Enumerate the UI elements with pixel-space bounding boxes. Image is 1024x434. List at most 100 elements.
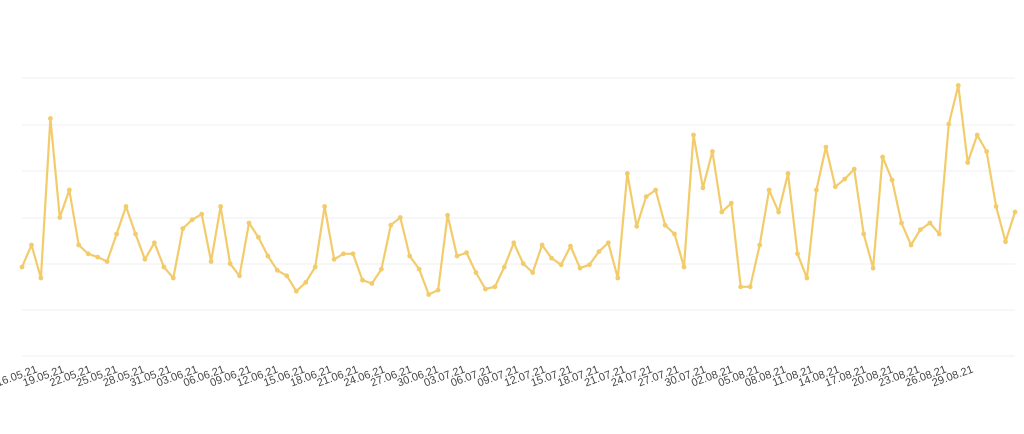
data-point (274, 267, 280, 273)
data-point (710, 149, 715, 154)
data-point (379, 266, 384, 272)
data-point (634, 223, 640, 229)
data-point (170, 275, 176, 281)
data-point (870, 265, 876, 271)
data-point (719, 209, 725, 215)
data-point (889, 177, 895, 183)
data-point (927, 220, 933, 226)
data-point (539, 242, 545, 248)
data-point (473, 270, 479, 275)
data-point (728, 200, 734, 206)
data-point (435, 287, 441, 293)
data-point (511, 240, 517, 246)
data-point (587, 262, 592, 268)
data-point (104, 259, 110, 264)
data-point (341, 251, 346, 257)
chart-series (19, 83, 1018, 297)
data-point (974, 132, 980, 138)
data-point (558, 262, 564, 268)
data-point (19, 264, 25, 270)
data-point (464, 250, 469, 256)
data-point (530, 270, 536, 275)
data-point (407, 253, 413, 259)
data-point (681, 264, 687, 270)
data-point (653, 187, 658, 193)
chart-grid (22, 77, 1015, 357)
data-point (936, 231, 942, 237)
data-point (1012, 209, 1018, 215)
data-point (303, 280, 309, 285)
data-point (880, 154, 885, 160)
data-point (814, 187, 819, 193)
data-point (766, 187, 772, 193)
data-point (577, 265, 583, 271)
data-point (189, 217, 195, 223)
data-point (312, 264, 318, 270)
data-point (454, 253, 460, 259)
data-point (426, 292, 432, 297)
data-point (520, 261, 526, 267)
data-point (842, 176, 848, 182)
data-point (804, 275, 810, 281)
data-point (142, 256, 148, 262)
data-point (851, 166, 857, 172)
data-point (227, 261, 233, 267)
data-point (832, 184, 838, 190)
data-point (501, 264, 507, 270)
data-point (416, 266, 422, 272)
data-point (331, 256, 337, 262)
data-point (643, 194, 649, 200)
data-point (57, 215, 63, 220)
data-point (757, 242, 763, 248)
data-point (199, 211, 205, 217)
data-point (700, 185, 706, 191)
data-point (738, 284, 744, 290)
data-point (265, 253, 271, 259)
data-point (672, 231, 677, 237)
data-point (445, 212, 450, 218)
data-point (293, 288, 299, 294)
data-point (955, 83, 961, 88)
data-point (984, 149, 989, 154)
data-point (397, 215, 403, 220)
data-point (483, 286, 488, 292)
data-point (899, 220, 904, 226)
series-line (20, 84, 1017, 296)
data-point (691, 132, 696, 138)
data-point (208, 259, 214, 264)
data-point (624, 171, 630, 176)
data-point (180, 226, 186, 231)
data-point (785, 171, 791, 176)
data-point (965, 160, 971, 165)
data-point (256, 234, 261, 240)
data-point (246, 220, 252, 226)
data-point (38, 275, 44, 281)
data-point (568, 243, 573, 249)
data-point (615, 275, 621, 281)
data-point (114, 231, 119, 237)
data-point (1003, 239, 1008, 245)
data-point (662, 222, 668, 228)
data-point (123, 204, 129, 209)
data-point (596, 249, 602, 255)
data-point (908, 242, 914, 248)
data-point (369, 281, 375, 286)
data-point (237, 273, 242, 279)
data-point (152, 240, 157, 246)
data-point (861, 231, 867, 237)
x-axis-tick-labels: 16.05.2119.05.2122.05.2125.05.2128.05.21… (0, 364, 975, 390)
data-point (95, 254, 101, 260)
data-point (492, 284, 498, 290)
data-point (66, 187, 72, 193)
data-point (76, 242, 82, 248)
data-point (605, 240, 611, 246)
data-point (218, 204, 224, 209)
data-point (946, 121, 952, 127)
data-point (161, 264, 167, 270)
data-point (549, 255, 554, 261)
data-point (918, 227, 923, 233)
data-point (360, 277, 365, 283)
data-point (350, 251, 356, 257)
data-point (776, 209, 781, 215)
